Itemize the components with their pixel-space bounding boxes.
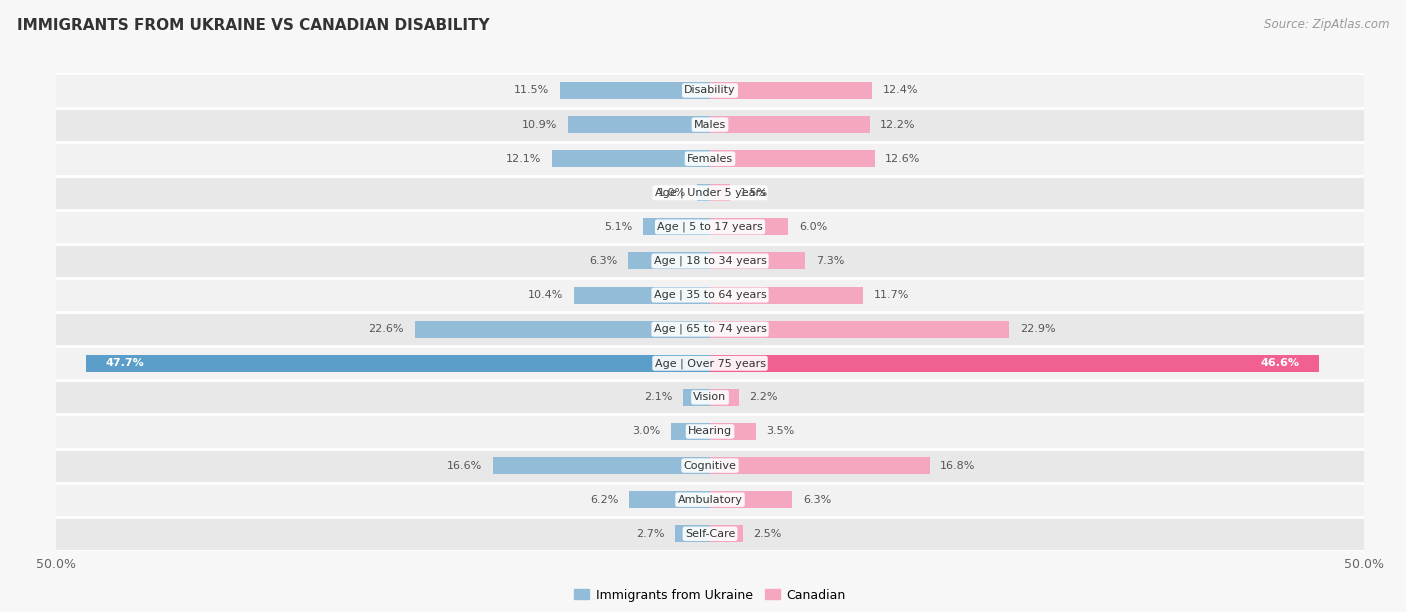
Text: Age | Under 5 years: Age | Under 5 years — [655, 187, 765, 198]
Bar — [682, 389, 710, 406]
Legend: Immigrants from Ukraine, Canadian: Immigrants from Ukraine, Canadian — [569, 584, 851, 606]
Bar — [627, 252, 710, 269]
Text: Self-Care: Self-Care — [685, 529, 735, 539]
Bar — [56, 380, 1364, 414]
Bar — [568, 116, 710, 133]
Text: 16.8%: 16.8% — [941, 461, 976, 471]
Text: 2.2%: 2.2% — [749, 392, 778, 402]
Text: 1.5%: 1.5% — [740, 188, 768, 198]
Text: 5.1%: 5.1% — [605, 222, 633, 232]
Bar — [628, 491, 710, 508]
Bar — [56, 449, 1364, 483]
Text: 22.6%: 22.6% — [368, 324, 404, 334]
Text: 2.5%: 2.5% — [754, 529, 782, 539]
Text: 1.0%: 1.0% — [658, 188, 686, 198]
Bar — [56, 176, 1364, 210]
Bar — [710, 286, 863, 304]
Text: 3.5%: 3.5% — [766, 427, 794, 436]
Text: Age | Over 75 years: Age | Over 75 years — [655, 358, 765, 368]
Text: 6.3%: 6.3% — [803, 494, 831, 505]
Text: 16.6%: 16.6% — [447, 461, 482, 471]
Bar — [56, 108, 1364, 141]
Bar — [710, 116, 869, 133]
Text: Age | 65 to 74 years: Age | 65 to 74 years — [654, 324, 766, 334]
Bar — [710, 218, 789, 236]
Bar — [574, 286, 710, 304]
Text: Disability: Disability — [685, 86, 735, 95]
Text: 46.6%: 46.6% — [1261, 358, 1299, 368]
Bar — [710, 355, 1319, 371]
Bar — [56, 414, 1364, 449]
Bar — [710, 389, 738, 406]
Bar — [56, 244, 1364, 278]
Bar — [56, 73, 1364, 108]
Text: Females: Females — [688, 154, 733, 163]
Bar — [710, 525, 742, 542]
Text: Age | 35 to 64 years: Age | 35 to 64 years — [654, 290, 766, 300]
Bar — [710, 184, 730, 201]
Text: 11.5%: 11.5% — [515, 86, 550, 95]
Bar — [644, 218, 710, 236]
Bar — [56, 141, 1364, 176]
Text: Age | 5 to 17 years: Age | 5 to 17 years — [657, 222, 763, 232]
Bar — [415, 321, 710, 338]
Text: Vision: Vision — [693, 392, 727, 402]
Text: Source: ZipAtlas.com: Source: ZipAtlas.com — [1264, 18, 1389, 31]
Text: Males: Males — [695, 119, 725, 130]
Text: Hearing: Hearing — [688, 427, 733, 436]
Bar — [710, 491, 793, 508]
Bar — [697, 184, 710, 201]
Text: IMMIGRANTS FROM UKRAINE VS CANADIAN DISABILITY: IMMIGRANTS FROM UKRAINE VS CANADIAN DISA… — [17, 18, 489, 34]
Text: 2.1%: 2.1% — [644, 392, 672, 402]
Text: 11.7%: 11.7% — [873, 290, 908, 300]
Text: 3.0%: 3.0% — [633, 427, 661, 436]
Text: 6.2%: 6.2% — [591, 494, 619, 505]
Bar — [56, 210, 1364, 244]
Bar — [710, 423, 756, 440]
Bar — [710, 82, 872, 99]
Text: 10.4%: 10.4% — [529, 290, 564, 300]
Text: 12.2%: 12.2% — [880, 119, 915, 130]
Bar — [551, 150, 710, 167]
Text: 6.0%: 6.0% — [799, 222, 827, 232]
Bar — [86, 355, 710, 371]
Text: 12.1%: 12.1% — [506, 154, 541, 163]
Text: 7.3%: 7.3% — [815, 256, 845, 266]
Text: 10.9%: 10.9% — [522, 119, 557, 130]
Bar — [710, 252, 806, 269]
Bar — [56, 517, 1364, 551]
Bar — [56, 278, 1364, 312]
Bar — [671, 423, 710, 440]
Bar — [56, 346, 1364, 380]
Text: Cognitive: Cognitive — [683, 461, 737, 471]
Text: 2.7%: 2.7% — [636, 529, 664, 539]
Bar — [494, 457, 710, 474]
Bar — [560, 82, 710, 99]
Bar — [56, 483, 1364, 517]
Bar — [56, 312, 1364, 346]
Bar — [675, 525, 710, 542]
Text: 6.3%: 6.3% — [589, 256, 617, 266]
Text: Age | 18 to 34 years: Age | 18 to 34 years — [654, 256, 766, 266]
Text: 47.7%: 47.7% — [105, 358, 145, 368]
Text: 12.4%: 12.4% — [883, 86, 918, 95]
Text: 12.6%: 12.6% — [886, 154, 921, 163]
Bar — [710, 457, 929, 474]
Text: 22.9%: 22.9% — [1019, 324, 1056, 334]
Bar — [710, 150, 875, 167]
Bar — [710, 321, 1010, 338]
Text: Ambulatory: Ambulatory — [678, 494, 742, 505]
